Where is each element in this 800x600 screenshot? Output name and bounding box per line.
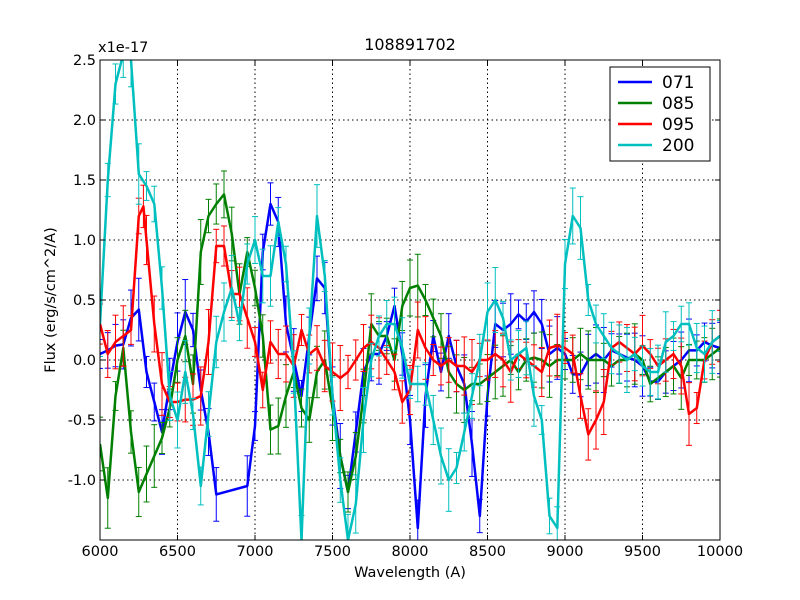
x-tick-label: 10000 [697, 544, 743, 560]
x-axis-label: Wavelength (A) [354, 565, 466, 581]
y-tick-label: 1.5 [73, 173, 96, 189]
x-tick-label: 7500 [314, 544, 351, 560]
series-200 [100, 60, 720, 540]
series-line-200 [100, 60, 720, 540]
tick-marks [99, 59, 721, 540]
y-tick-label: 1.0 [73, 233, 96, 249]
y-tick-label: 2.0 [73, 113, 96, 129]
y-axis-label: Flux (erg/s/cm^2/A) [43, 227, 59, 373]
chart-title: 108891702 [364, 35, 456, 54]
legend-label-085: 085 [662, 94, 694, 114]
x-tick-label: 6500 [159, 544, 196, 560]
legend-label-200: 200 [662, 136, 694, 156]
x-tick-labels: 6000 6500 7000 7500 8000 8500 9000 9500 10000 [82, 544, 744, 560]
y-tick-label: 0.0 [73, 353, 96, 369]
y-tick-label: 2.5 [73, 53, 96, 69]
y-tick-label: -1.0 [68, 473, 96, 489]
x-tick-label: 7000 [237, 544, 274, 560]
series-line-095 [100, 205, 720, 436]
legend-label-071: 071 [662, 73, 694, 93]
x-tick-label: 8500 [469, 544, 506, 560]
series-layer [100, 60, 720, 540]
x-tick-label: 9500 [624, 544, 661, 560]
x-tick-label: 9000 [547, 544, 584, 560]
x-tick-label: 6000 [82, 544, 119, 560]
y-tick-label: -0.5 [68, 413, 96, 429]
y-tick-label: 0.5 [73, 293, 96, 309]
x-tick-label: 8000 [392, 544, 429, 560]
y-axis-multiplier: x1e-17 [98, 40, 148, 56]
legend-label-095: 095 [662, 115, 694, 135]
y-tick-labels: -1.0 -0.5 0.0 0.5 1.0 1.5 2.0 2.5 [68, 53, 96, 489]
